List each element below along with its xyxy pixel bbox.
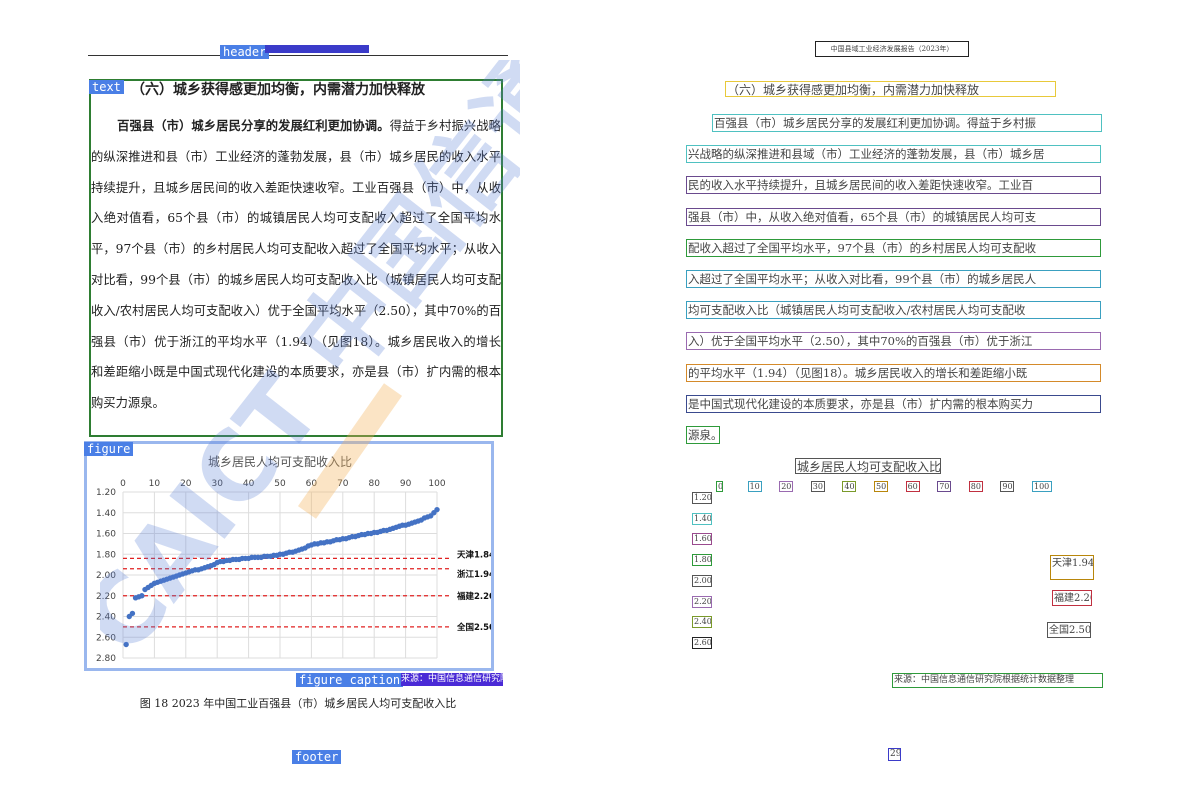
header-text-redacted — [265, 45, 369, 53]
header-rule — [88, 55, 508, 56]
right-page-number: 29 — [888, 748, 901, 761]
right-y-tick: 1.40 — [692, 512, 712, 525]
right-x-tick: 10 — [747, 481, 762, 492]
right-x-tick: 100 — [1032, 481, 1052, 492]
x-tick-label: 80 — [368, 479, 380, 489]
reference-line-label: 浙江1.94 — [457, 569, 491, 580]
right-text-line: 民的收入水平持续提升，且城乡居民间的收入差距快速收窄。工业百 — [686, 176, 1101, 195]
right-annotation-national: 全国2.50 — [1047, 622, 1091, 638]
right-annotation-fujian: 福建2.20 — [1052, 590, 1092, 606]
figure-caption: 图 18 2023 年中国工业百强县（市）城乡居民人均可支配收入比 — [139, 697, 457, 710]
x-tick-label: 20 — [180, 479, 192, 489]
x-tick-label: 40 — [243, 479, 255, 489]
x-tick-label: 0 — [120, 479, 126, 489]
x-tick-label: 50 — [274, 479, 286, 489]
right-x-tick: 70 — [937, 481, 952, 492]
x-tick-label: 100 — [428, 479, 445, 489]
right-text-line: 是中国式现代化建设的本质要求，亦是县（市）扩内需的根本购买力 — [686, 394, 1101, 413]
y-tick-label: 2.40 — [96, 613, 116, 623]
right-text-line: 兴战略的纵深推进和县域（市）工业经济的蓬勃发展，县（市）城乡居 — [686, 145, 1101, 164]
right-text-line: 百强县（市）城乡居民分享的发展红利更加协调。得益于乡村振 — [712, 114, 1102, 132]
x-tick-label: 90 — [400, 479, 412, 489]
section-heading: （六）城乡获得感更加均衡，内需潜力加快释放 — [131, 82, 425, 98]
x-tick-label: 10 — [149, 479, 161, 489]
right-heading: （六）城乡获得感更加均衡，内需潜力加快释放 — [725, 81, 1056, 97]
right-y-tick: 2.00 — [692, 574, 712, 587]
right-chart-title: 城乡居民人均可支配收入比 — [795, 458, 941, 474]
right-text-line: 均可支配收入比（城镇居民人均可支配收入/农村居民人均可支配收 — [686, 301, 1101, 320]
right-y-tick: 2.40 — [692, 616, 712, 629]
right-y-tick: 1.20 — [692, 492, 712, 504]
paragraph-lead: 百强县（市）城乡居民分享的发展红利更加协调。 — [117, 118, 390, 133]
reference-line-label: 福建2.20 — [456, 591, 491, 602]
x-tick-label: 30 — [211, 479, 223, 489]
right-text-line: 入超过了全国平均水平；从收入对比看，99个县（市）的城乡居民人 — [686, 270, 1101, 288]
y-tick-label: 2.60 — [96, 633, 116, 643]
y-tick-label: 1.20 — [96, 488, 116, 498]
right-y-tick: 2.20 — [692, 595, 712, 608]
text-label: text — [89, 80, 124, 94]
header-label: header — [220, 45, 270, 59]
y-tick-label: 1.60 — [96, 530, 116, 540]
text-block: （六）城乡获得感更加均衡，内需潜力加快释放 百强县（市）城乡居民分享的发展红利更… — [89, 79, 503, 437]
y-tick-label: 1.80 — [96, 550, 116, 560]
reference-line-label: 天津1.84 — [457, 549, 491, 560]
right-text-line: 源泉。 — [686, 426, 720, 444]
data-point — [123, 641, 129, 648]
paragraph-body: 得益于乡村振兴战略的纵深推进和县（市）工业经济的蓬勃发展，县（市）城乡居民的收入… — [91, 119, 501, 411]
y-tick-label: 1.40 — [96, 509, 116, 519]
y-tick-label: 2.20 — [96, 592, 116, 602]
income-ratio-chart: 城乡居民人均可支配收入比 0 10 20 30 40 50 60 70 80 90 100 1.20 1.… — [96, 455, 495, 664]
right-text-line: 的平均水平（1.94）（见图18）。城乡居民收入的增长和差距缩小既 — [686, 363, 1101, 382]
y-tick-label: 2.00 — [96, 571, 116, 581]
body-paragraph: 百强县（市）城乡居民分享的发展红利更加协调。得益于乡村振兴战略的纵深推进和县（市… — [91, 111, 501, 419]
right-x-tick: 50 — [874, 481, 888, 492]
right-x-tick: 90 — [1000, 481, 1015, 492]
x-tick-label: 70 — [337, 479, 349, 489]
figure-caption-label: figure caption — [296, 673, 404, 687]
y-tick-label: 2.80 — [96, 654, 116, 664]
right-y-tick: 1.80 — [692, 554, 712, 567]
reference-line-label: 全国2.50 — [456, 622, 491, 633]
x-tick-label: 60 — [306, 479, 318, 489]
right-x-tick: 40 — [842, 481, 857, 492]
figure-box: 城乡居民人均可支配收入比 0 10 20 30 40 50 60 70 80 90 100 1.20 1.… — [84, 441, 495, 671]
data-point — [139, 593, 145, 599]
footer-label: footer — [292, 750, 342, 764]
right-x-tick: 20 — [779, 481, 794, 492]
right-x-tick: 80 — [968, 481, 983, 492]
right-annotation-tianjin: 天津1.94 — [1050, 555, 1094, 580]
data-point — [434, 506, 440, 513]
right-source: 来源：中国信息通信研究院根据统计数据整理 — [892, 673, 1103, 688]
chart-title: 城乡居民人均可支配收入比 — [208, 455, 352, 469]
data-point — [129, 610, 136, 617]
right-text-line: 配收入超过了全国平均水平，97个县（市）的乡村居民人均可支配收 — [686, 238, 1101, 257]
right-y-tick: 2.60 — [692, 636, 712, 649]
right-x-tick: 30 — [810, 481, 825, 492]
right-header: 中国县域工业经济发展报告（2023年） — [815, 41, 969, 57]
right-x-tick: 0 — [716, 481, 723, 492]
right-y-tick: 1.60 — [692, 533, 712, 546]
figure-source: 来源：中国信息通信研究院根据统计数据整理 — [401, 673, 503, 686]
right-text-line: 入）优于全国平均水平（2.50），其中70%的百强县（市）优于浙江 — [686, 332, 1101, 351]
figure-label: figure — [84, 442, 134, 456]
right-x-tick: 60 — [905, 481, 920, 492]
right-text-line: 强县（市）中，从收入绝对值看，65个县（市）的城镇居民人均可支 — [686, 207, 1101, 226]
